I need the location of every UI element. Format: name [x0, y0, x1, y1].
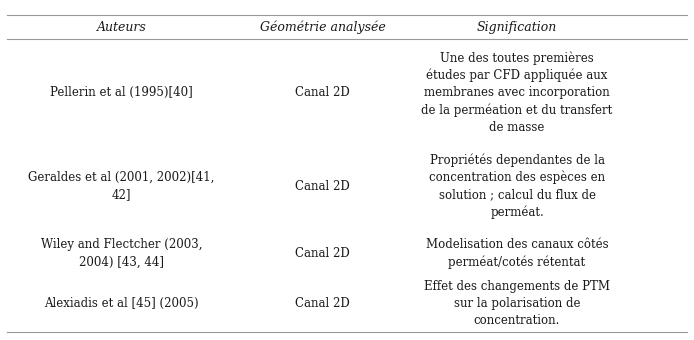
Text: Canal 2D: Canal 2D: [296, 247, 350, 260]
Text: Geraldes et al (2001, 2002)[41,
42]: Geraldes et al (2001, 2002)[41, 42]: [28, 171, 214, 201]
Text: Propriétés dependantes de la
concentration des espèces en
solution ; calcul du f: Propriétés dependantes de la concentrati…: [429, 153, 605, 219]
Text: Modelisation des canaux côtés
perméat/cotés rétentat: Modelisation des canaux côtés perméat/co…: [425, 238, 609, 269]
Text: Auteurs: Auteurs: [96, 21, 146, 34]
Text: Canal 2D: Canal 2D: [296, 297, 350, 310]
Text: Canal 2D: Canal 2D: [296, 86, 350, 99]
Text: Pellerin et al (1995)[40]: Pellerin et al (1995)[40]: [50, 86, 193, 99]
Text: Alexiadis et al [45] (2005): Alexiadis et al [45] (2005): [44, 297, 198, 310]
Text: Signification: Signification: [477, 21, 557, 34]
Text: Wiley and Flectcher (2003,
2004) [43, 44]: Wiley and Flectcher (2003, 2004) [43, 44…: [41, 238, 202, 268]
Text: Une des toutes premières
études par CFD appliquée aux
membranes avec incorporati: Une des toutes premières études par CFD …: [421, 51, 613, 134]
Text: Canal 2D: Canal 2D: [296, 180, 350, 193]
Text: Effet des changements de PTM
sur la polarisation de
concentration.: Effet des changements de PTM sur la pola…: [424, 280, 610, 327]
Text: Géométrie analysée: Géométrie analysée: [260, 20, 386, 34]
